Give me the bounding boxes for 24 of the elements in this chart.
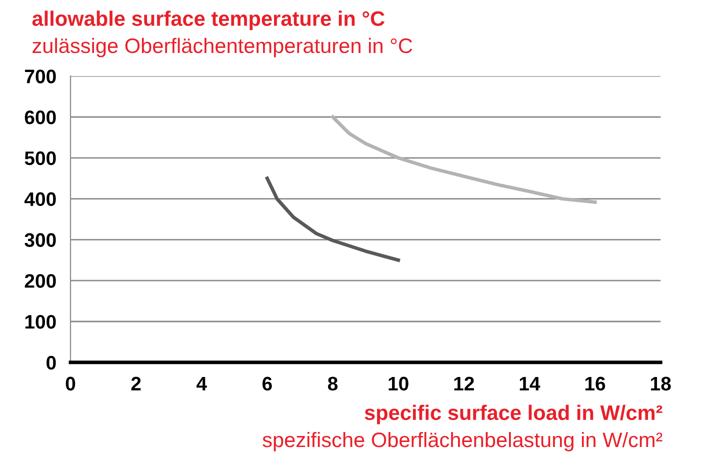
y-tick-label: 400 [24,192,56,206]
x-tick-label: 12 [454,376,474,390]
x-tick-label: 6 [262,376,272,391]
line-series [265,176,400,262]
y-tick-label: 100 [25,314,56,329]
y-tick-label: 700 [25,70,56,84]
x-tick-label: 18 [650,376,671,391]
x-tick-label: 16 [585,376,606,391]
text: spezifische Oberflächenbelastung in W/cm² [262,432,662,452]
y-tick-label: 500 [24,151,56,166]
x-tick-label: 14 [520,377,540,390]
x-tick-label: 0 [66,376,76,391]
y-axis-title: allowable surface temperature in °C [32,10,385,30]
y-tick-label: 200 [24,274,56,288]
x-tick-label: 4 [196,377,207,390]
x-tick-label: 2 [131,376,141,390]
y-tick-label: 600 [24,110,56,124]
x-tick-label: 8 [328,376,338,391]
x-axis-title: specific surface load in W/cm² [364,404,662,424]
text: zulässige Oberflächentemperaturen in °C [32,38,412,58]
y-tick-label: 0 [46,356,56,370]
x-tick-label: 10 [388,376,408,391]
y-tick-label: 300 [24,233,56,247]
line-series [331,115,597,204]
